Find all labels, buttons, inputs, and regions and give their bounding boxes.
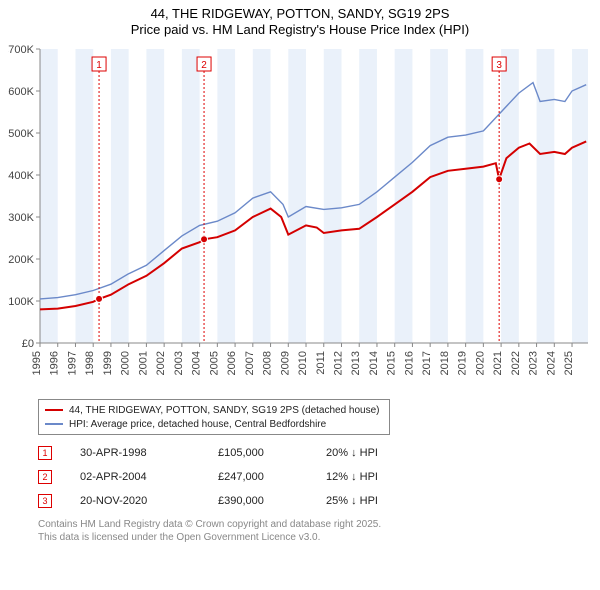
sale-date: 02-APR-2004 (80, 471, 190, 483)
svg-text:2005: 2005 (208, 351, 220, 375)
svg-text:2025: 2025 (563, 351, 575, 375)
svg-text:2011: 2011 (315, 351, 327, 375)
svg-text:2024: 2024 (545, 351, 557, 375)
svg-text:2: 2 (201, 60, 207, 71)
svg-text:1: 1 (96, 60, 102, 71)
svg-text:2008: 2008 (262, 351, 274, 375)
svg-text:2021: 2021 (492, 351, 504, 375)
sale-date: 20-NOV-2020 (80, 495, 190, 507)
svg-text:£500K: £500K (8, 128, 35, 140)
chart-title-sub: Price paid vs. HM Land Registry's House … (10, 22, 590, 37)
legend-item-property: 44, THE RIDGEWAY, POTTON, SANDY, SG19 2P… (45, 403, 383, 417)
sale-delta: 20% ↓ HPI (326, 447, 426, 459)
svg-text:2015: 2015 (386, 351, 398, 375)
svg-text:3: 3 (496, 60, 502, 71)
svg-text:2009: 2009 (279, 351, 291, 375)
svg-text:2018: 2018 (439, 351, 451, 375)
svg-text:£200K: £200K (8, 254, 35, 266)
svg-text:2023: 2023 (528, 351, 540, 375)
svg-text:2017: 2017 (421, 351, 433, 375)
sale-marker-2: 2 (38, 470, 52, 484)
svg-text:2016: 2016 (403, 351, 415, 375)
svg-text:1998: 1998 (84, 351, 96, 375)
svg-text:2004: 2004 (191, 351, 203, 375)
sales-row: 2 02-APR-2004 £247,000 12% ↓ HPI (38, 465, 592, 489)
svg-text:2002: 2002 (155, 351, 167, 375)
sale-price: £247,000 (218, 471, 298, 483)
sales-table: 1 30-APR-1998 £105,000 20% ↓ HPI 2 02-AP… (38, 441, 592, 513)
legend: 44, THE RIDGEWAY, POTTON, SANDY, SG19 2P… (38, 399, 390, 435)
price-chart: £0 £100K £200K £300K £400K £500K £600K £700K 199… (8, 43, 592, 397)
sale-price: £105,000 (218, 447, 298, 459)
legend-label-hpi: HPI: Average price, detached house, Cent… (69, 419, 326, 430)
svg-text:2001: 2001 (137, 351, 149, 375)
svg-text:1997: 1997 (66, 351, 78, 375)
svg-text:2003: 2003 (173, 351, 185, 375)
svg-text:£0: £0 (22, 338, 34, 350)
sale-marker-3: 3 (38, 494, 52, 508)
svg-text:2010: 2010 (297, 351, 309, 375)
sale-date: 30-APR-1998 (80, 447, 190, 459)
svg-text:£600K: £600K (8, 86, 35, 98)
svg-text:2006: 2006 (226, 351, 238, 375)
svg-text:£300K: £300K (8, 212, 35, 224)
sale-marker-1: 1 (38, 446, 52, 460)
chart-title-block: 44, THE RIDGEWAY, POTTON, SANDY, SG19 2P… (0, 0, 600, 39)
legend-swatch-property (45, 409, 63, 411)
svg-text:2013: 2013 (350, 351, 362, 375)
footer-attribution: Contains HM Land Registry data © Crown c… (38, 519, 592, 544)
svg-text:2012: 2012 (332, 351, 344, 375)
sales-row: 1 30-APR-1998 £105,000 20% ↓ HPI (38, 441, 592, 465)
sale-price: £390,000 (218, 495, 298, 507)
svg-text:£400K: £400K (8, 170, 35, 182)
svg-text:1999: 1999 (102, 351, 114, 375)
svg-text:2019: 2019 (457, 351, 469, 375)
footer-line2: This data is licensed under the Open Gov… (38, 532, 592, 545)
svg-text:2007: 2007 (244, 351, 256, 375)
svg-text:2020: 2020 (474, 351, 486, 375)
sales-row: 3 20-NOV-2020 £390,000 25% ↓ HPI (38, 489, 592, 513)
svg-text:2000: 2000 (120, 351, 132, 375)
svg-text:1995: 1995 (31, 351, 43, 375)
svg-text:1996: 1996 (49, 351, 61, 375)
legend-label-property: 44, THE RIDGEWAY, POTTON, SANDY, SG19 2P… (69, 405, 380, 416)
footer-line1: Contains HM Land Registry data © Crown c… (38, 519, 592, 532)
svg-text:£100K: £100K (8, 296, 35, 308)
svg-text:2022: 2022 (510, 351, 522, 375)
sale-delta: 25% ↓ HPI (326, 495, 426, 507)
sale-delta: 12% ↓ HPI (326, 471, 426, 483)
legend-item-hpi: HPI: Average price, detached house, Cent… (45, 417, 383, 431)
chart-title-address: 44, THE RIDGEWAY, POTTON, SANDY, SG19 2P… (10, 6, 590, 21)
chart-area: £0 £100K £200K £300K £400K £500K £600K £700K 199… (8, 43, 592, 397)
svg-text:2014: 2014 (368, 351, 380, 375)
legend-swatch-hpi (45, 423, 63, 425)
svg-text:£700K: £700K (8, 44, 35, 56)
